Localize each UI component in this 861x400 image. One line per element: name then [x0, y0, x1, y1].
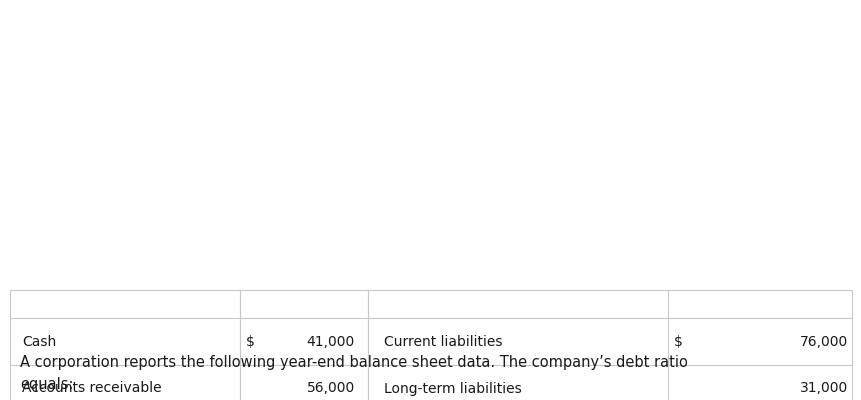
Text: Accounts receivable: Accounts receivable — [22, 382, 162, 396]
Text: $: $ — [245, 334, 255, 348]
Text: Cash: Cash — [22, 334, 56, 348]
Text: A corporation reports the following year-end balance sheet data. The company’s d: A corporation reports the following year… — [20, 355, 687, 370]
Text: equals:: equals: — [20, 377, 73, 392]
Text: Current liabilities: Current liabilities — [383, 334, 502, 348]
Text: Long-term liabilities: Long-term liabilities — [383, 382, 521, 396]
Text: 76,000: 76,000 — [799, 334, 847, 348]
Text: 56,000: 56,000 — [307, 382, 355, 396]
Text: 41,000: 41,000 — [307, 334, 355, 348]
Text: $: $ — [673, 334, 682, 348]
Text: 31,000: 31,000 — [799, 382, 847, 396]
